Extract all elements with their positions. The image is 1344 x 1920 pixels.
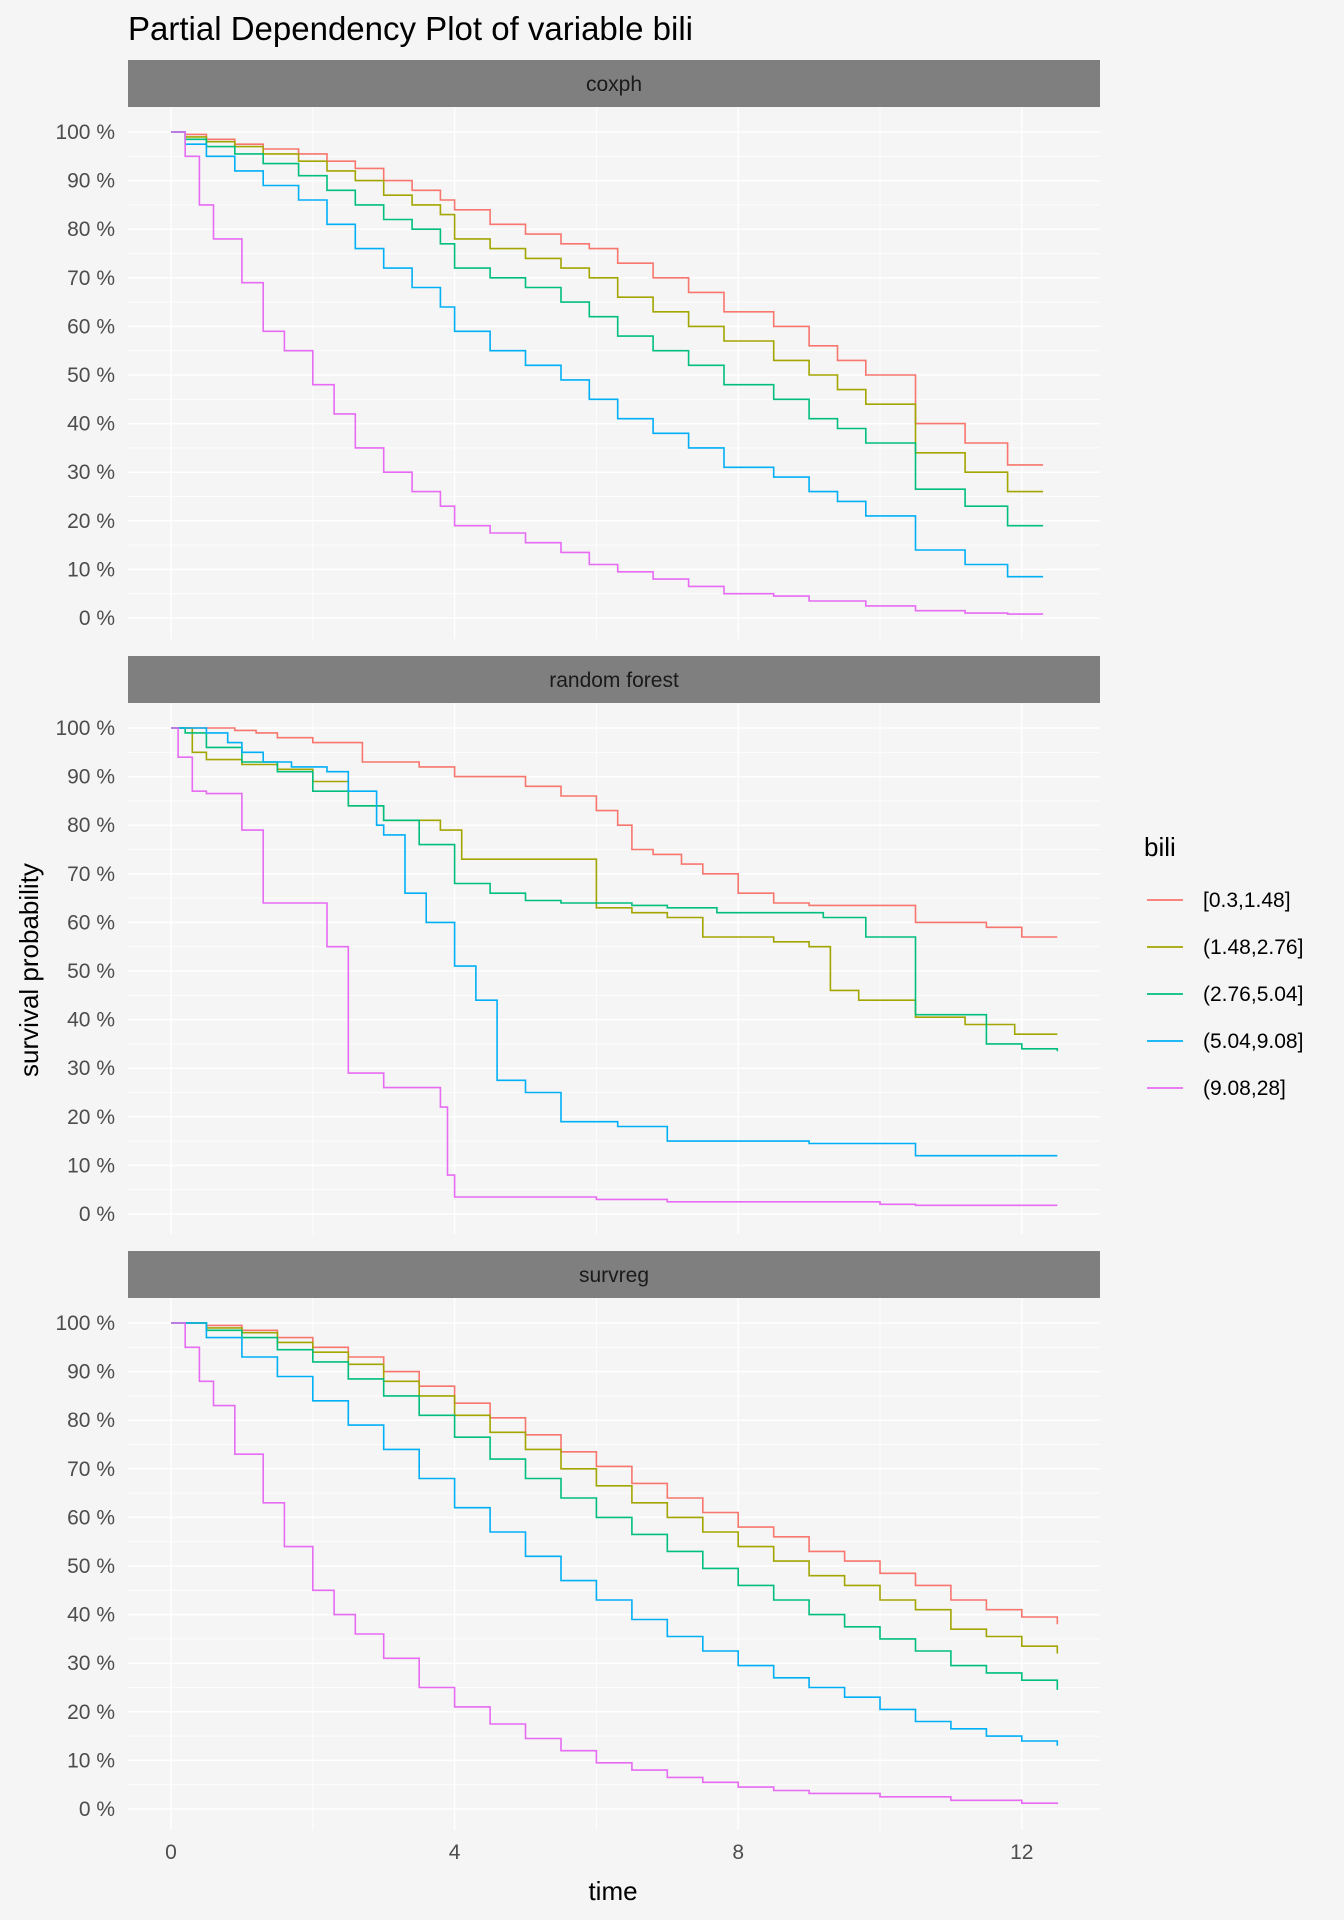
x-tick-label: 12 bbox=[1010, 1841, 1033, 1864]
y-tick-label: 100 % bbox=[55, 717, 115, 740]
legend-entry: (5.04,9.08] bbox=[1147, 1030, 1303, 1053]
y-tick-label: 40 % bbox=[67, 1009, 115, 1032]
strip-label: survreg bbox=[579, 1264, 649, 1287]
strip-background bbox=[128, 1251, 1100, 1298]
series-line bbox=[171, 1322, 1059, 1690]
panel-random-forest: random forest 0 % 10 % 20 % 30 % 40 % 50 % 60 %… bbox=[55, 656, 1100, 1234]
y-tick-label: 30 % bbox=[67, 461, 115, 484]
series-line bbox=[171, 727, 1058, 938]
legend-entry: (2.76,5.04] bbox=[1147, 983, 1303, 1006]
series-line bbox=[171, 727, 1059, 1052]
series-line bbox=[171, 727, 1058, 1207]
y-tick-label: 90 % bbox=[67, 1361, 115, 1384]
x-tick-label: 0 bbox=[165, 1841, 177, 1864]
y-tick-label: 30 % bbox=[67, 1652, 115, 1675]
y-tick-label: 40 % bbox=[67, 413, 115, 436]
y-tick-label: 70 % bbox=[67, 863, 115, 886]
legend-entry: (9.08,28] bbox=[1147, 1077, 1286, 1100]
y-tick-label: 20 % bbox=[67, 510, 115, 533]
series-line bbox=[171, 1322, 1059, 1805]
x-axis-title: time bbox=[588, 1876, 637, 1906]
y-tick-label: 100 % bbox=[55, 121, 115, 144]
legend-entry: [0.3,1.48] bbox=[1147, 889, 1291, 912]
y-tick-label: 90 % bbox=[67, 766, 115, 789]
series-line bbox=[171, 131, 1044, 615]
legend: bili [0.3,1.48] (1.48,2.76] (2.76,5.04] (5.… bbox=[1144, 832, 1303, 1100]
legend-label: [0.3,1.48] bbox=[1203, 889, 1291, 912]
y-axis-title: survival probability bbox=[14, 863, 44, 1077]
series-line bbox=[171, 727, 1058, 1035]
y-tick-label: 10 % bbox=[67, 1749, 115, 1772]
grid bbox=[128, 1298, 1100, 1830]
panel-coxph: coxph 0 % 10 % 20 % 30 % 40 % 50 % 60 % 70 % 80 %… bbox=[55, 60, 1100, 639]
y-tick-label: 20 % bbox=[67, 1106, 115, 1129]
strip-label: random forest bbox=[549, 669, 679, 692]
x-tick-label: 4 bbox=[449, 1841, 461, 1864]
y-tick-label: 10 % bbox=[67, 558, 115, 581]
panels: coxph 0 % 10 % 20 % 30 % 40 % 50 % 60 % 70 % 80 %… bbox=[55, 60, 1100, 1830]
strip-background bbox=[128, 60, 1100, 107]
y-tick-label: 20 % bbox=[67, 1701, 115, 1724]
series-line bbox=[171, 131, 1044, 527]
y-tick-label: 80 % bbox=[67, 218, 115, 241]
y-tick-label: 50 % bbox=[67, 364, 115, 387]
y-tick-label: 80 % bbox=[67, 814, 115, 837]
legend-label: (2.76,5.04] bbox=[1203, 983, 1303, 1006]
y-tick-label: 100 % bbox=[55, 1312, 115, 1335]
y-tick-label: 80 % bbox=[67, 1409, 115, 1432]
y-tick-label: 90 % bbox=[67, 170, 115, 193]
legend-label: (5.04,9.08] bbox=[1203, 1030, 1303, 1053]
y-tick-label: 0 % bbox=[79, 1798, 115, 1821]
y-tick-label: 0 % bbox=[79, 607, 115, 630]
grid bbox=[128, 107, 1100, 639]
y-tick-label: 50 % bbox=[67, 960, 115, 983]
y-tick-label: 30 % bbox=[67, 1057, 115, 1080]
y-tick-label: 70 % bbox=[67, 1458, 115, 1481]
y-tick-label: 60 % bbox=[67, 315, 115, 338]
series-line bbox=[171, 1322, 1059, 1625]
grid bbox=[128, 703, 1100, 1234]
y-tick-label: 10 % bbox=[67, 1154, 115, 1177]
series-line bbox=[171, 131, 1044, 493]
legend-entry: (1.48,2.76] bbox=[1147, 936, 1303, 959]
y-tick-label: 60 % bbox=[67, 911, 115, 934]
y-tick-label: 0 % bbox=[79, 1203, 115, 1226]
series-line bbox=[171, 131, 1044, 466]
panel-survreg: survreg 0 % 10 % 20 % 30 % 40 % 50 % 60 % 70 % 80… bbox=[55, 1251, 1100, 1830]
legend-label: (9.08,28] bbox=[1203, 1077, 1286, 1100]
series-line bbox=[171, 131, 1044, 578]
series-line bbox=[171, 727, 1058, 1157]
y-tick-label: 70 % bbox=[67, 267, 115, 290]
x-axis: 0 4 8 12 bbox=[165, 1841, 1033, 1864]
strip-background bbox=[128, 656, 1100, 703]
legend-title: bili bbox=[1144, 832, 1176, 862]
x-tick-label: 8 bbox=[732, 1841, 744, 1864]
strip-label: coxph bbox=[586, 73, 642, 96]
y-tick-label: 60 % bbox=[67, 1506, 115, 1529]
y-tick-label: 40 % bbox=[67, 1604, 115, 1627]
series-line bbox=[171, 1322, 1059, 1654]
chart-title: Partial Dependency Plot of variable bili bbox=[128, 10, 693, 47]
series-line bbox=[171, 1322, 1059, 1746]
legend-label: (1.48,2.76] bbox=[1203, 936, 1303, 959]
y-tick-label: 50 % bbox=[67, 1555, 115, 1578]
